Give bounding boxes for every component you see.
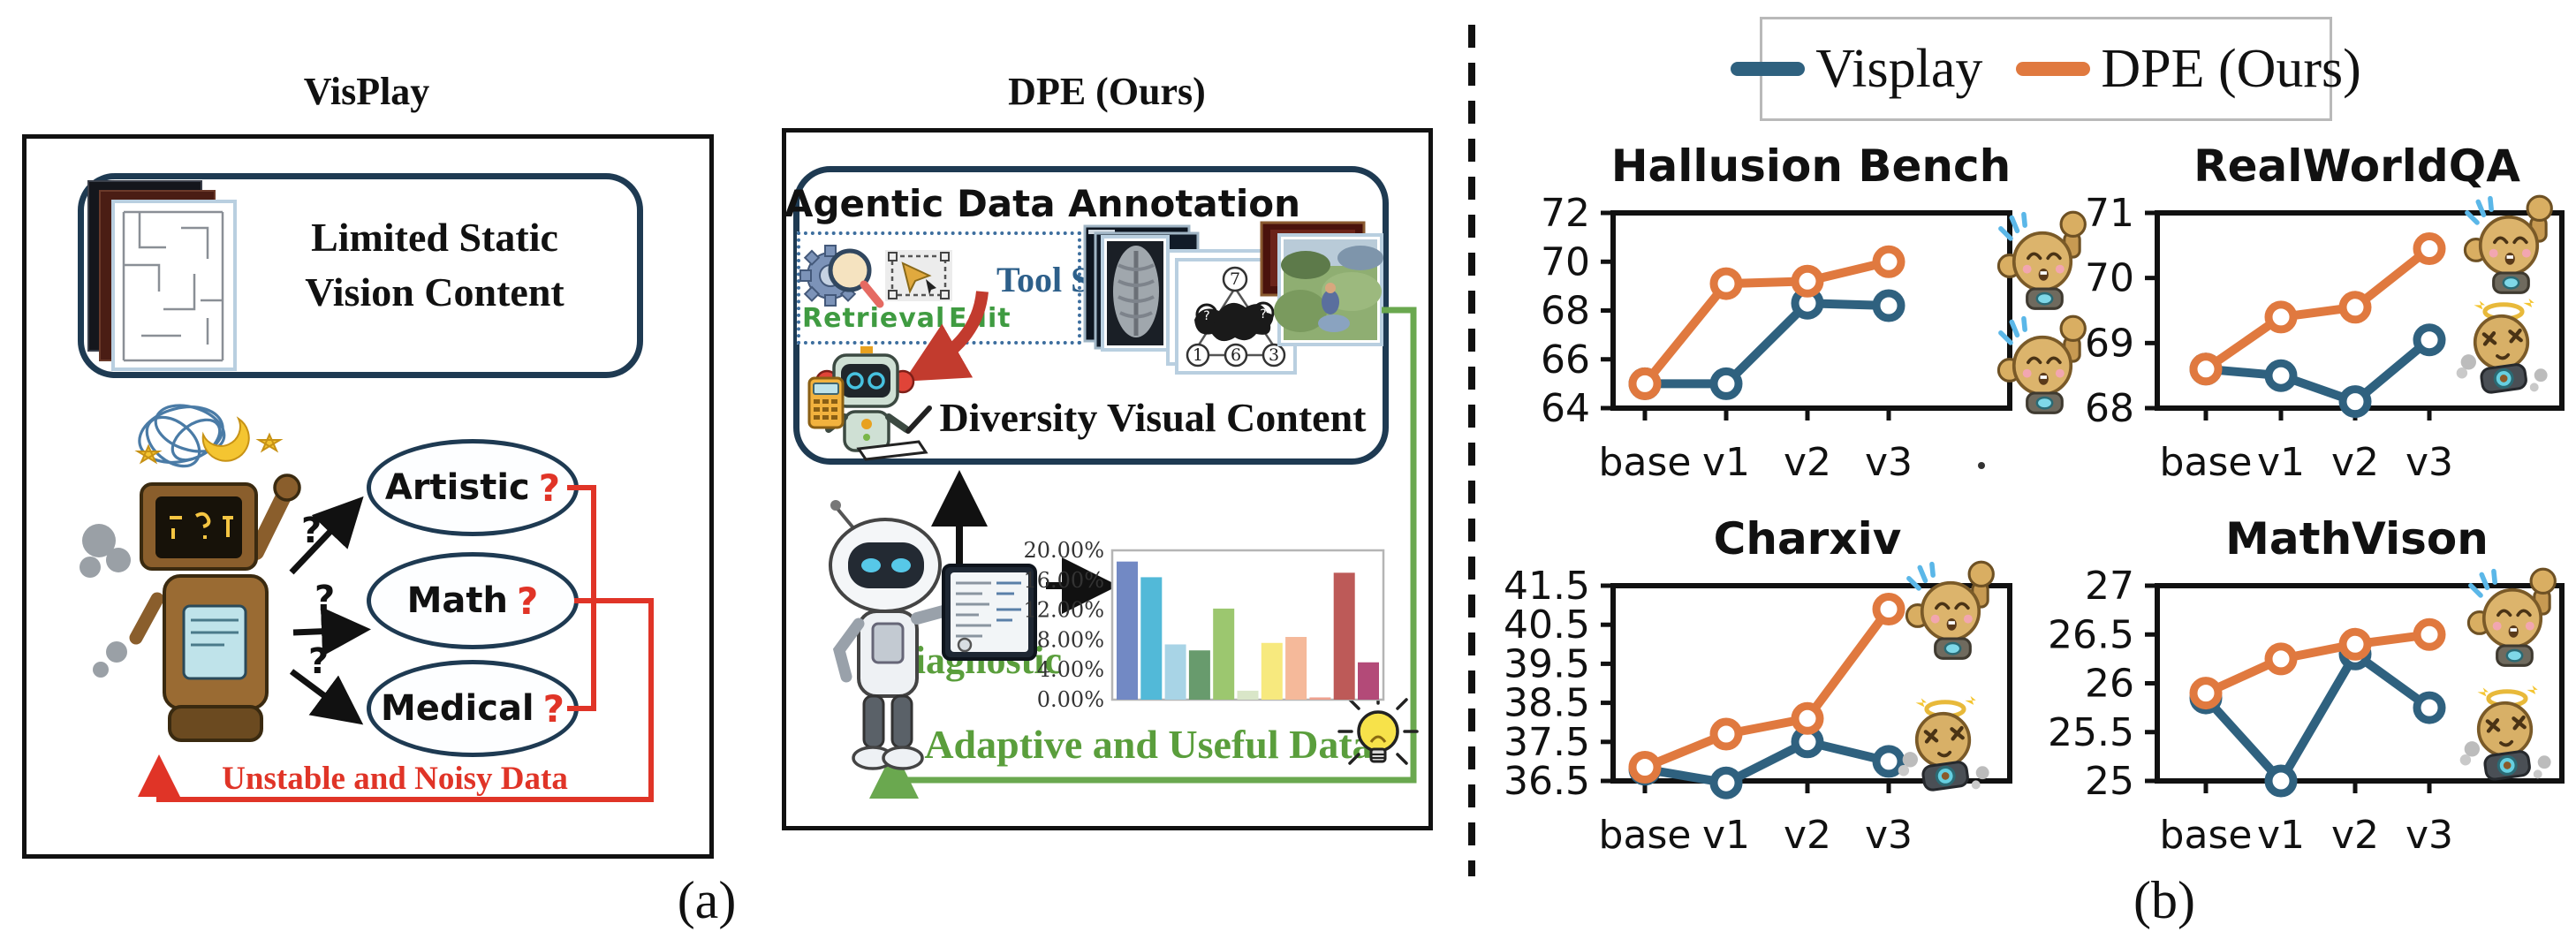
question-mark-2: ? bbox=[314, 579, 336, 619]
svg-text:69: 69 bbox=[2085, 321, 2134, 366]
bubble-medical-label: Medical bbox=[380, 688, 534, 729]
agentic-annotation-title: Agentic Data Annotation bbox=[784, 182, 1301, 225]
diagnostic-label: Diagnostic bbox=[887, 639, 1062, 682]
bubble-math-label: Math bbox=[406, 580, 509, 621]
bubble-math-question: ? bbox=[517, 579, 539, 623]
bubble-math: Math ? bbox=[367, 552, 579, 649]
svg-text:26.5: 26.5 bbox=[2048, 612, 2134, 657]
svg-text:v3: v3 bbox=[2406, 813, 2453, 858]
svg-text:MathVison: MathVison bbox=[2225, 513, 2489, 564]
svg-text:25.5: 25.5 bbox=[2048, 710, 2134, 755]
svg-text:v2: v2 bbox=[1784, 440, 1831, 485]
svg-text:base: base bbox=[2160, 440, 2253, 485]
chart-legend: Visplay DPE (Ours) bbox=[1731, 17, 2361, 121]
visplay-line-swatch bbox=[1731, 62, 1806, 76]
svg-text:68: 68 bbox=[1541, 289, 1590, 334]
svg-text:71: 71 bbox=[2085, 191, 2134, 236]
cheer-robot-emoji bbox=[1998, 212, 2085, 308]
bubble-medical: Medical ? bbox=[367, 660, 579, 757]
chart-realworldqa: RealWorldQA 68 69 70 71 base v1 v2 v3 bbox=[2085, 140, 2565, 485]
limited-static-line2: Vision Content bbox=[305, 269, 564, 315]
svg-text:39.5: 39.5 bbox=[1504, 641, 1590, 686]
subfigure-a-label: (a) bbox=[677, 871, 737, 929]
unstable-noisy-warning: Unstable and Noisy Data bbox=[222, 761, 568, 797]
svg-text:Hallusion Bench: Hallusion Bench bbox=[1611, 140, 2012, 192]
svg-text:70: 70 bbox=[2085, 256, 2134, 301]
svg-text:v2: v2 bbox=[1784, 813, 1831, 858]
chart-charxiv: Charxiv 36.537.538.539.540.541.5 base v1 v2 v… bbox=[1504, 513, 2012, 858]
svg-text:36.5: 36.5 bbox=[1504, 759, 1590, 804]
legend-visplay-label: Visplay bbox=[1815, 38, 1983, 99]
svg-text:68: 68 bbox=[2085, 386, 2134, 431]
svg-text:25: 25 bbox=[2085, 759, 2134, 804]
edit-label: Edit bbox=[949, 303, 1011, 334]
dpe-title: DPE (Ours) bbox=[1008, 70, 1206, 113]
bubble-medical-question: ? bbox=[542, 686, 565, 731]
retrieval-label: Retrieval bbox=[802, 303, 946, 334]
cheer-robot-emoji bbox=[1998, 316, 2085, 413]
svg-text:v2: v2 bbox=[2331, 813, 2379, 858]
diversity-visual-content-label: Diversity Visual Content bbox=[939, 395, 1367, 440]
limited-static-text: Limited Static Vision Content bbox=[305, 210, 564, 320]
svg-text:37.5: 37.5 bbox=[1504, 720, 1590, 765]
adaptive-useful-data-label: Adaptive and Useful Data bbox=[924, 722, 1373, 767]
cheer-robot-emoji bbox=[2465, 196, 2551, 292]
cheer-robot-emoji bbox=[1906, 562, 1993, 658]
svg-text:v1: v1 bbox=[1702, 813, 1750, 858]
bubble-artistic-question: ? bbox=[538, 466, 561, 510]
svg-text:v1: v1 bbox=[1702, 440, 1750, 485]
visplay-title: VisPlay bbox=[303, 70, 430, 113]
dpe-line-swatch bbox=[2016, 62, 2091, 76]
svg-text:base: base bbox=[2160, 813, 2253, 858]
svg-text:v1: v1 bbox=[2257, 813, 2305, 858]
bubble-artistic-label: Artistic bbox=[384, 467, 530, 508]
svg-text:27: 27 bbox=[2085, 564, 2134, 609]
svg-text:Charxiv: Charxiv bbox=[1714, 513, 1902, 564]
svg-text:v3: v3 bbox=[2406, 440, 2453, 485]
svg-text:38.5: 38.5 bbox=[1504, 681, 1590, 726]
svg-text:64: 64 bbox=[1541, 386, 1590, 431]
dizzy-robot-emoji bbox=[1898, 696, 1989, 791]
svg-text:RealWorldQA: RealWorldQA bbox=[2193, 140, 2520, 192]
dizzy-robot-emoji bbox=[2460, 686, 2551, 780]
svg-text:base: base bbox=[1599, 813, 1692, 858]
legend-item-dpe: DPE (Ours) bbox=[2016, 38, 2361, 101]
bubble-artistic: Artistic ? bbox=[367, 439, 579, 536]
svg-text:v1: v1 bbox=[2257, 440, 2305, 485]
svg-text:70: 70 bbox=[1541, 239, 1590, 284]
subfigure-b-label: (b) bbox=[2133, 871, 2195, 929]
svg-text:72: 72 bbox=[1541, 191, 1590, 236]
limited-static-line1: Limited Static bbox=[311, 215, 558, 260]
legend-item-visplay: Visplay bbox=[1731, 38, 1982, 101]
svg-text:66: 66 bbox=[1541, 337, 1590, 383]
dizzy-robot-emoji bbox=[2457, 299, 2548, 393]
question-mark-3: ? bbox=[308, 641, 330, 682]
tool-set-label: Tool Set bbox=[996, 260, 1118, 299]
svg-text:v3: v3 bbox=[1865, 813, 1913, 858]
svg-text:v3: v3 bbox=[1865, 440, 1913, 485]
svg-text:41.5: 41.5 bbox=[1504, 564, 1590, 609]
cheer-robot-emoji bbox=[2468, 569, 2555, 665]
svg-text:26: 26 bbox=[2085, 662, 2134, 707]
question-mark-1: ? bbox=[301, 511, 322, 551]
legend-dpe-label: DPE (Ours) bbox=[2101, 38, 2361, 99]
svg-text:base: base bbox=[1599, 440, 1692, 485]
svg-text:40.5: 40.5 bbox=[1504, 602, 1590, 648]
svg-text:v2: v2 bbox=[2331, 440, 2379, 485]
